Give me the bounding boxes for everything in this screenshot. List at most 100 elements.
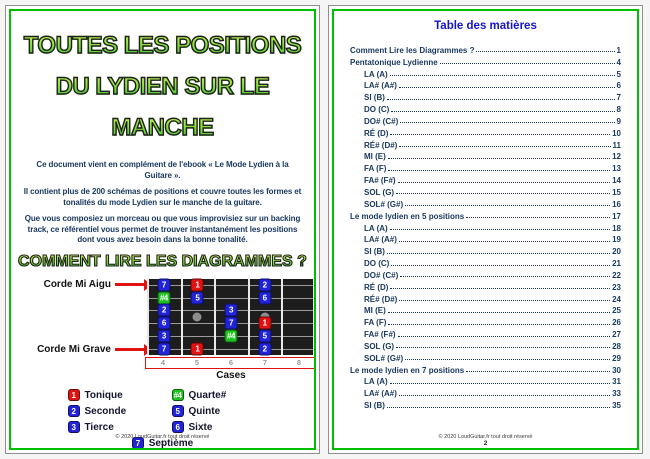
scale-degree-square-6: 6 xyxy=(258,291,272,304)
toc-entry[interactable]: DO (C) 21 xyxy=(350,256,621,268)
toc-leader-dots xyxy=(389,75,615,77)
toc-entry[interactable]: FA (F) 26 xyxy=(350,315,621,327)
toc-entry-label: MI (E) xyxy=(364,152,386,162)
toc-entry-page: 10 xyxy=(612,128,621,138)
toc-leader-dots xyxy=(391,264,611,266)
low-e-string-label: Corde Mi Grave xyxy=(19,343,152,357)
toc-leader-dots xyxy=(398,394,611,396)
toc-entry[interactable]: RÉ# (D#) 11 xyxy=(350,138,621,150)
toc-entry-label: FA# (F#) xyxy=(364,176,396,186)
toc-entry-page: 6 xyxy=(616,81,621,91)
toc-entry-label: LA# (A#) xyxy=(364,389,397,399)
toc-leader-dots xyxy=(397,335,611,337)
toc-leader-dots xyxy=(390,288,611,290)
toc-entry[interactable]: LA (A) 31 xyxy=(350,375,621,386)
toc-entry[interactable]: FA (F) 13 xyxy=(350,161,621,173)
toc-entry[interactable]: RÉ (D) 23 xyxy=(350,280,621,292)
toc-entry[interactable]: FA# (F#) 14 xyxy=(350,173,621,185)
toc-entry-page: 19 xyxy=(612,235,621,245)
toc-entry-page: 13 xyxy=(612,164,621,174)
toc-entry[interactable]: SI (B) 20 xyxy=(350,244,621,256)
intro-paragraph-1: Ce document vient en complément de l'ebo… xyxy=(36,160,289,180)
toc-entry-page: 7 xyxy=(616,93,621,103)
toc-entry-page: 29 xyxy=(612,353,621,363)
fretboard-diagram: Corde Mi Aigu Corde Mi Grave 7 1 2 #4 5 6 2 3 6 7… xyxy=(17,277,314,383)
legend-item-label: Tierce xyxy=(84,421,114,433)
legend-item-label: Seconde xyxy=(84,405,127,417)
toc-entry-label: Le mode lydien en 7 positions xyxy=(350,365,465,375)
scale-degree-square-2: 2 xyxy=(67,405,80,417)
toc-leader-dots xyxy=(400,122,615,124)
toc-leader-dots xyxy=(389,229,611,230)
toc-entry[interactable]: DO# (C#) 9 xyxy=(350,114,621,126)
toc-entry-label: FA (F) xyxy=(364,164,387,174)
toc-entry-label: RÉ (D) xyxy=(364,128,389,138)
page-1-green-border: TOUTES LES POSITIONS DU LYDIEN SUR LE MA… xyxy=(9,9,316,450)
toc-entry-page: 4 xyxy=(616,57,621,67)
toc-entry-label: RÉ (D) xyxy=(364,282,389,292)
toc-leader-dots xyxy=(390,134,611,136)
toc-leader-dots xyxy=(399,300,611,302)
fretboard: 7 1 2 #4 5 6 2 3 6 7 1 3 #4 5 7 1 2 xyxy=(147,278,314,356)
toc-entry[interactable]: LA# (A#) 19 xyxy=(350,233,621,245)
toc-leader-dots xyxy=(398,86,615,88)
fret-number-6: 6 xyxy=(228,357,234,367)
toc-leader-dots xyxy=(389,382,611,384)
fret-line-0 xyxy=(147,278,149,355)
toc-entry[interactable]: SI (B) 7 xyxy=(350,90,621,102)
toc-entry-label: Comment Lire les Diagrammes ? xyxy=(350,45,475,55)
scale-degree-square-6: 6 xyxy=(171,421,184,433)
fretboard-inlay-dot xyxy=(192,312,202,322)
toc-entry-page: 27 xyxy=(612,330,621,340)
scale-degree-square-5: 5 xyxy=(171,405,184,417)
scale-degree-square-7: 7 xyxy=(131,437,144,448)
toc-entry-page: 8 xyxy=(616,105,621,115)
toc-entry[interactable]: RÉ (D) 10 xyxy=(350,126,621,138)
document-title: TOUTES LES POSITIONS DU LYDIEN SUR LE MA… xyxy=(17,25,308,148)
toc-entry[interactable]: Le mode lydien en 7 positions 30 xyxy=(350,363,621,375)
toc-leader-dots xyxy=(388,169,611,171)
toc-entry[interactable]: FA# (F#) 27 xyxy=(350,327,621,339)
toc-entry[interactable]: Pentatonique Lydienne 4 xyxy=(350,55,621,67)
scale-degree-square-sharp4: #4 xyxy=(157,291,171,304)
legend: 1 Tonique #4 Quarte# 2 Seconde 5 Quinte 3 Tierce 6… xyxy=(17,389,308,448)
toc-entry[interactable]: RÉ# (D#) 24 xyxy=(350,292,621,304)
toc-leader-dots xyxy=(405,359,611,361)
scale-degree-square-sharp4: #4 xyxy=(224,329,238,343)
toc-entry[interactable]: Comment Lire les Diagrammes ? 1 xyxy=(350,43,621,55)
toc-entry[interactable]: LA (A) 18 xyxy=(350,221,621,233)
toc-entry[interactable]: Le mode lydien en 5 positions 17 xyxy=(350,209,621,221)
toc-entry[interactable]: SOL# (G#) 29 xyxy=(350,351,621,363)
legend-item-label: Tonique xyxy=(84,389,123,401)
toc-entry-label: LA# (A#) xyxy=(364,81,397,91)
toc-entry-page: 28 xyxy=(612,341,621,351)
toc-entry-page: 5 xyxy=(616,69,621,79)
toc-leader-dots xyxy=(466,217,611,219)
toc-entry[interactable]: DO (C) 8 xyxy=(350,102,621,114)
legend-item-septième: 7 Septième xyxy=(131,437,193,448)
title-line-1: TOUTES LES POSITIONS xyxy=(17,25,308,66)
toc-entry[interactable]: SI (B) 35 xyxy=(350,398,621,410)
fret-number-7: 7 xyxy=(262,357,268,367)
toc-entry[interactable]: LA (A) 5 xyxy=(350,67,621,79)
toc-entry-label: LA (A) xyxy=(364,223,388,233)
toc-leader-dots xyxy=(391,110,615,112)
toc-entry-label: DO# (C#) xyxy=(364,116,399,126)
toc-entry[interactable]: SOL# (G#) 16 xyxy=(350,197,621,209)
toc-entry[interactable]: SOL (G) 15 xyxy=(350,185,621,197)
intro-paragraphs: Ce document vient en complément de l'ebo… xyxy=(17,160,308,246)
scale-degree-square-2: 2 xyxy=(258,342,272,356)
toc-entry-page: 9 xyxy=(616,116,621,126)
toc-entry[interactable]: MI (E) 25 xyxy=(350,304,621,315)
toc-entry-page: 30 xyxy=(612,365,621,375)
fret-number-8: 8 xyxy=(296,357,302,367)
scale-degree-square-7: 7 xyxy=(157,342,171,356)
toc-entry[interactable]: MI (E) 12 xyxy=(350,150,621,162)
scale-degree-square-1: 1 xyxy=(258,316,272,330)
page-number: 2 xyxy=(483,440,488,447)
toc-entry[interactable]: LA# (A#) 6 xyxy=(350,79,621,91)
guitar-string-6 xyxy=(147,349,314,351)
toc-entry[interactable]: LA# (A#) 33 xyxy=(350,386,621,398)
toc-entry[interactable]: DO# (C#) 22 xyxy=(350,268,621,280)
toc-entry[interactable]: SOL (G) 28 xyxy=(350,339,621,351)
